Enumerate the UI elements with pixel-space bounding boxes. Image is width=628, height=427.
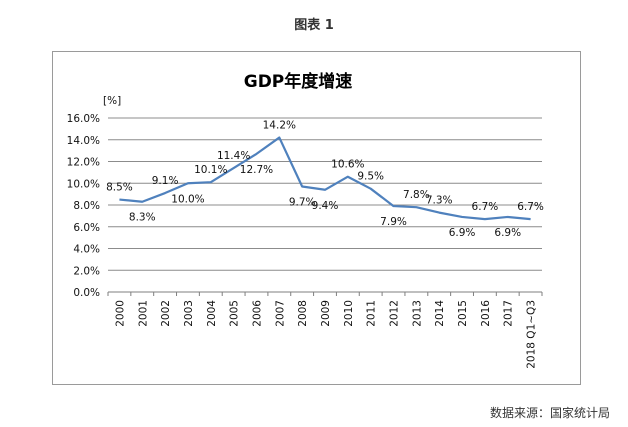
x-tick-label: 2014 xyxy=(434,300,446,327)
x-tick-label: 2000 xyxy=(114,300,126,327)
y-tick-label: 12.0% xyxy=(67,157,100,169)
y-tick-label: 0.0% xyxy=(73,287,100,299)
x-tick-label: 2010 xyxy=(343,300,355,327)
chart-title: GDP年度增速 xyxy=(244,71,353,92)
data-label: 6.7% xyxy=(517,201,544,213)
data-label: 10.6% xyxy=(331,159,364,171)
x-tick-label: 2017 xyxy=(503,300,515,327)
data-label: 9.1% xyxy=(152,175,179,187)
y-tick-label: 4.0% xyxy=(73,244,100,256)
x-tick-label: 2015 xyxy=(457,300,469,327)
x-tick-label: 2001 xyxy=(137,300,149,327)
series-gdp-growth xyxy=(119,136,531,221)
data-label: 7.9% xyxy=(380,216,407,228)
y-tick-label: 2.0% xyxy=(73,265,100,277)
data-label: 7.8% xyxy=(403,189,430,201)
y-tick-labels: 0.0% 2.0% 4.0% 6.0% 8.0% 10.0% 12.0% 14.0% 16.0% xyxy=(67,113,100,299)
data-label: 10.0% xyxy=(171,193,204,205)
data-label: 9.5% xyxy=(357,171,384,183)
data-label: 14.2% xyxy=(263,120,296,132)
data-label: 7.3% xyxy=(426,195,453,207)
y-tick-label: 10.0% xyxy=(67,178,100,190)
x-tick-label: 2006 xyxy=(251,300,263,327)
x-tick-label: 2005 xyxy=(229,300,241,327)
data-label: 12.7% xyxy=(240,164,273,176)
data-label: 8.5% xyxy=(106,182,133,194)
x-tick-label: 2007 xyxy=(274,300,286,327)
figure-caption: 图表 1 xyxy=(294,18,334,33)
data-label: 8.3% xyxy=(129,212,156,224)
y-tick-label: 6.0% xyxy=(73,222,100,234)
gdp-growth-line-chart: GDP年度增速 [%] 0.0% 2.0% 4.0% 6.0% 8.0% 10.0% 12.… xyxy=(67,71,544,369)
x-tick-label: 2003 xyxy=(183,300,195,327)
source-note: 数据来源：国家统计局 xyxy=(489,406,610,420)
x-tick-label: 2008 xyxy=(297,300,309,327)
x-tick-label: 2011 xyxy=(366,300,378,327)
data-label: 10.1% xyxy=(194,164,227,176)
x-tick-label: 2013 xyxy=(411,300,423,327)
y-unit-label: [%] xyxy=(103,95,121,107)
gridlines xyxy=(107,117,543,296)
x-tick-label: 2016 xyxy=(480,300,492,327)
x-tick-label: 2002 xyxy=(160,300,172,327)
y-tick-label: 14.0% xyxy=(67,135,100,147)
data-label: 11.4% xyxy=(217,150,250,162)
data-label: 6.7% xyxy=(472,201,499,213)
chart-frame: GDP年度增速 [%] 0.0% 2.0% 4.0% 6.0% 8.0% 10.0% 12.… xyxy=(52,51,581,385)
x-tick-label: 2012 xyxy=(389,300,401,327)
x-tick-label: 2009 xyxy=(320,300,332,327)
y-tick-label: 8.0% xyxy=(73,200,100,212)
x-tick-labels: 2000 2001 2002 2003 2004 2005 2006 2007 2008 2009… xyxy=(114,300,537,369)
x-tick-label: 2004 xyxy=(206,300,218,327)
data-label: 6.9% xyxy=(449,227,476,239)
x-tick-label: 2018 Q1~Q3 xyxy=(526,300,538,369)
data-label: 6.9% xyxy=(494,227,521,239)
data-label: 9.4% xyxy=(312,200,339,212)
y-tick-label: 16.0% xyxy=(67,113,100,125)
data-labels: 8.5% 8.3% 9.1% 10.0% 10.1% 11.4% 12.7% 14.2% 9.7… xyxy=(106,120,544,239)
data-label: 9.7% xyxy=(289,197,316,209)
